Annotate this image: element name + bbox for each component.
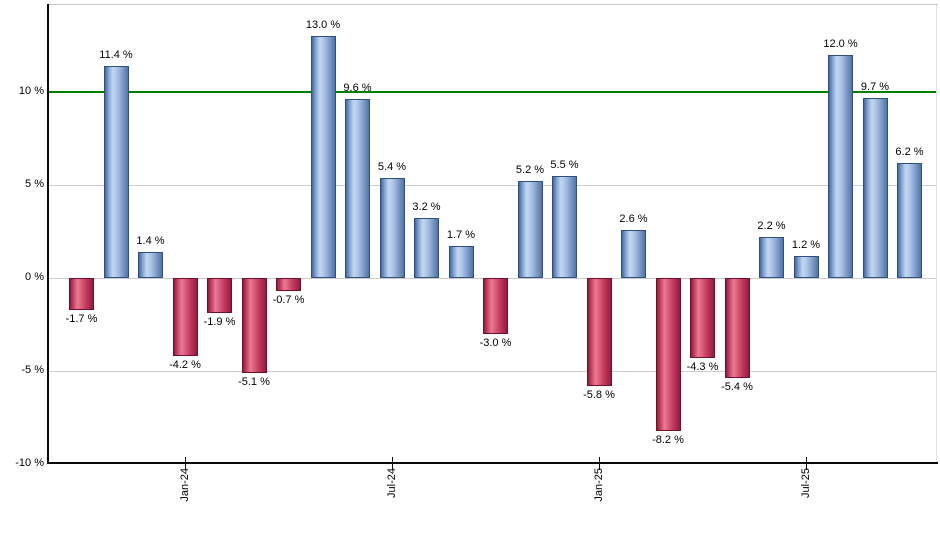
bar-value-label: -4.2 %: [169, 359, 201, 372]
bar: [862, 97, 888, 278]
bar: [103, 65, 129, 278]
bar: [759, 237, 784, 278]
bar: [345, 99, 370, 278]
bar-value-label: 11.4 %: [99, 48, 133, 61]
x-axis: [47, 462, 938, 464]
bar-value-label: 1.4 %: [136, 234, 165, 247]
bar: [897, 162, 922, 278]
bar: [138, 251, 163, 278]
x-tick-label: Jan-24: [179, 468, 191, 502]
bar: [276, 278, 301, 292]
x-tick-label: Jan-25: [593, 468, 605, 502]
y-tick-label: -5 %: [21, 364, 44, 376]
x-tick-label: Jul-25: [800, 468, 812, 498]
bar: [621, 229, 646, 278]
bar: [828, 54, 853, 278]
bar: [241, 278, 267, 373]
bar: [517, 181, 543, 278]
bar-value-label: 1.2 %: [791, 238, 821, 251]
bar-value-label: 3.2 %: [412, 201, 441, 214]
bar: [793, 255, 819, 278]
bar: [172, 278, 198, 357]
bar-value-label: 5.5 %: [550, 158, 579, 171]
bar: [724, 278, 750, 379]
bar: [69, 278, 94, 310]
bar-value-label: 13.0 %: [305, 19, 341, 32]
bar-value-label: 12.0 %: [823, 37, 858, 50]
bar: [379, 177, 405, 278]
bar-value-label: 9.6 %: [343, 82, 372, 95]
gridline: [49, 371, 936, 372]
bar-value-label: 2.6 %: [619, 212, 648, 225]
bar: [586, 278, 612, 386]
bar-value-label: -3.0 %: [479, 336, 512, 349]
y-axis: [47, 4, 49, 464]
bar: [207, 278, 232, 314]
bar: [690, 278, 715, 358]
bar-value-label: 5.2 %: [515, 164, 545, 177]
bar-value-label: -5.1 %: [238, 375, 270, 388]
y-tick-label: 10 %: [18, 85, 44, 97]
y-tick-label: -10 %: [15, 457, 44, 469]
bar: [483, 278, 508, 334]
x-tick-label: Jul-24: [386, 468, 398, 498]
bar-value-label: -1.7 %: [65, 312, 98, 325]
bar-value-label: 1.7 %: [446, 229, 476, 242]
bar-value-label: -5.4 %: [721, 381, 753, 394]
bar: [655, 278, 681, 431]
bar-value-label: -5.8 %: [583, 388, 615, 401]
gridline: [49, 185, 936, 186]
reference-line-10pct: [49, 91, 936, 93]
bar-value-label: -4.3 %: [686, 360, 719, 373]
y-tick-label: 0 %: [25, 271, 44, 283]
bar-value-label: -8.2 %: [652, 433, 684, 446]
bar: [310, 36, 336, 278]
plot-right-border: [936, 5, 937, 462]
bar-value-label: 6.2 %: [895, 145, 924, 158]
bar-value-label: 5.4 %: [377, 160, 407, 173]
bar: [414, 218, 439, 278]
bar: [448, 246, 474, 278]
plot-top-border: [49, 4, 938, 5]
bar: [552, 175, 577, 278]
x-tick: [599, 457, 600, 470]
bar-value-label: 2.2 %: [757, 220, 786, 233]
x-tick: [392, 457, 393, 470]
y-tick-label: 5 %: [25, 178, 44, 190]
x-tick: [806, 457, 807, 470]
bar-value-label: 9.7 %: [860, 80, 890, 93]
bar-value-label: -0.7 %: [272, 294, 305, 307]
x-tick: [185, 457, 186, 470]
bar-value-label: -1.9 %: [203, 316, 236, 329]
